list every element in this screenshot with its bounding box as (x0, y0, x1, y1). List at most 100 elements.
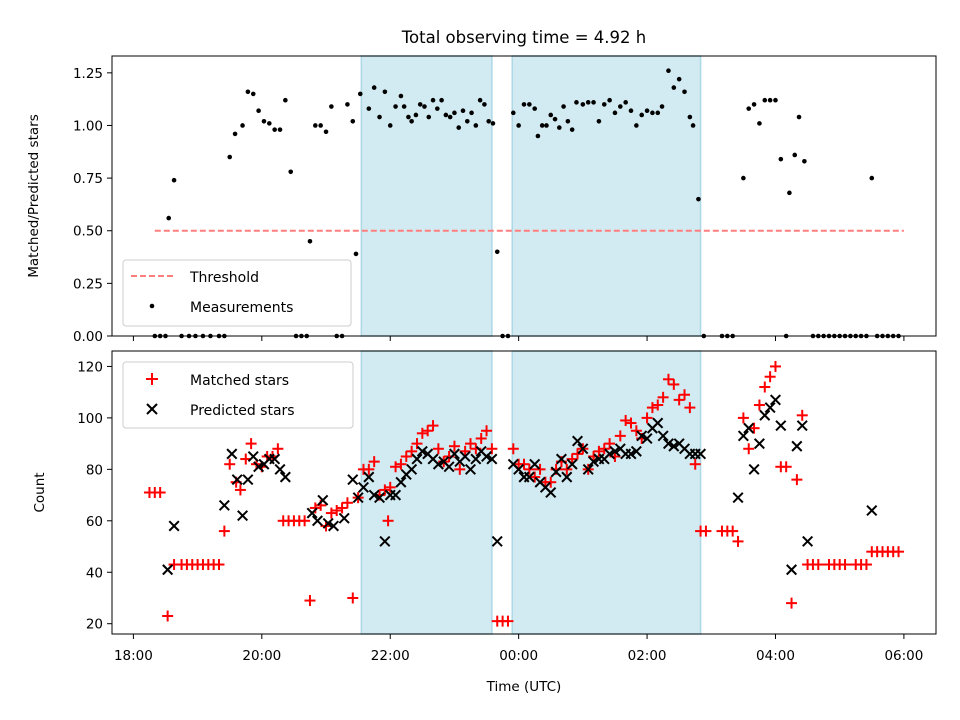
matched-star-point (448, 440, 460, 452)
matched-star-point (679, 389, 691, 401)
predicted-star-point (630, 445, 642, 457)
predicted-star-point (866, 505, 878, 517)
predicted-star-point (668, 440, 680, 452)
predicted-star-point (604, 448, 616, 460)
measurement-point (869, 175, 875, 181)
measurement-point (482, 102, 487, 107)
measurement-point (413, 112, 419, 118)
chart-title: Total observing time = 4.92 h (401, 28, 646, 47)
predicted-star-point (311, 515, 323, 527)
matched-star-point (839, 559, 851, 571)
measurement-point (318, 123, 323, 128)
top-y-axis-label: Matched/Predicted stars (26, 114, 42, 277)
matched-star-point (368, 456, 380, 468)
observing-window-band (360, 350, 493, 635)
measurement-point (323, 129, 329, 135)
matched-star-point (620, 414, 632, 426)
matched-star-point (464, 438, 476, 450)
measurement-point (687, 114, 693, 120)
observing-window-band (511, 350, 702, 635)
measurement-point (561, 104, 566, 109)
measurement-point (345, 102, 350, 107)
matched-star-point (700, 525, 712, 537)
measurement-point (443, 112, 449, 118)
y-tick-label: 40 (86, 565, 103, 581)
observing-window-band (360, 55, 493, 337)
matched-star-point (732, 535, 744, 547)
predicted-star-point (737, 430, 749, 442)
x-axis-label: Time (UTC) (486, 679, 562, 695)
measurement-point (773, 97, 778, 103)
predicted-star-point (759, 409, 771, 421)
measurement-point (490, 121, 496, 126)
predicted-star-point (464, 463, 477, 475)
matched-star-point (737, 412, 749, 424)
matched-star-point (154, 487, 166, 498)
predicted-star-point (486, 453, 498, 465)
matched-star-point (395, 458, 407, 470)
predicted-star-point (322, 517, 334, 529)
matched-star-point (341, 497, 353, 509)
predicted-star-point (162, 564, 174, 576)
measurement-point (387, 123, 393, 128)
measurement-point (456, 125, 462, 130)
measurement-point (307, 238, 313, 244)
matched-star-point (614, 430, 626, 442)
matched-star-point (427, 420, 439, 432)
measurement-point (382, 89, 388, 95)
measurement-point (696, 196, 701, 202)
top-y-ticks: 0.00 0.25 0.50 0.75 1.00 1.25 (73, 66, 112, 345)
measurement-point (430, 97, 436, 103)
predicted-star-point (357, 481, 369, 493)
measurement-point (267, 121, 272, 126)
predicted-star-point (379, 535, 391, 547)
matched-star-point (218, 525, 230, 537)
predicted-star-point (566, 458, 578, 470)
measurement-point (757, 121, 762, 126)
measurement-point (435, 106, 440, 111)
top-shaded-intervals (360, 55, 702, 337)
measurement-point (580, 102, 586, 107)
predicted-star-point (657, 430, 669, 442)
matched-star-point (684, 402, 696, 414)
x-tick-label: 06:00 (884, 648, 923, 664)
legend-matched-swatch (146, 373, 158, 385)
predicted-star-point (743, 422, 755, 434)
y-tick-label: 0.75 (73, 171, 103, 187)
predicted-star-point (279, 471, 291, 483)
matched-star-point (812, 559, 824, 571)
measurement-point (377, 114, 382, 120)
predicted-star-point (769, 394, 781, 406)
matched-star-point (780, 461, 792, 473)
matched-star-point (304, 595, 316, 607)
predicted-star-point (253, 461, 265, 473)
matched-star-point (786, 597, 798, 609)
predicted-star-point (352, 492, 364, 504)
matched-star-point (796, 409, 808, 421)
measurement-point (477, 97, 483, 103)
predicted-star-point (491, 535, 503, 547)
predicted-star-point (317, 494, 329, 506)
predicted-star-point (732, 492, 744, 504)
measurement-point (671, 85, 677, 90)
predicted-star-point (242, 474, 254, 486)
predicted-star-point (625, 448, 637, 460)
measurement-point (313, 123, 318, 128)
matched-star-point (534, 463, 546, 475)
bottom-y-ticks: 20 40 60 80 100 120 (77, 359, 112, 633)
matched-star-point (662, 373, 674, 385)
measurement-point (535, 133, 541, 139)
bottom-x-ticks: 18:00 20:00 22:00 00:00 02:00 04:00 06:00 (114, 634, 923, 664)
predicted-star-point (226, 448, 238, 460)
predicted-star-point (374, 492, 386, 504)
measurement-point (240, 123, 245, 128)
measurement-point (409, 118, 414, 124)
predicted-star-point (168, 520, 180, 532)
measurement-point (245, 89, 251, 95)
measurement-point (539, 123, 545, 128)
matched-star-point (213, 559, 225, 571)
y-tick-label: 0.25 (73, 276, 103, 292)
predicted-star-point (368, 489, 380, 501)
bottom-legend: Matched stars Predicted stars (122, 361, 354, 429)
